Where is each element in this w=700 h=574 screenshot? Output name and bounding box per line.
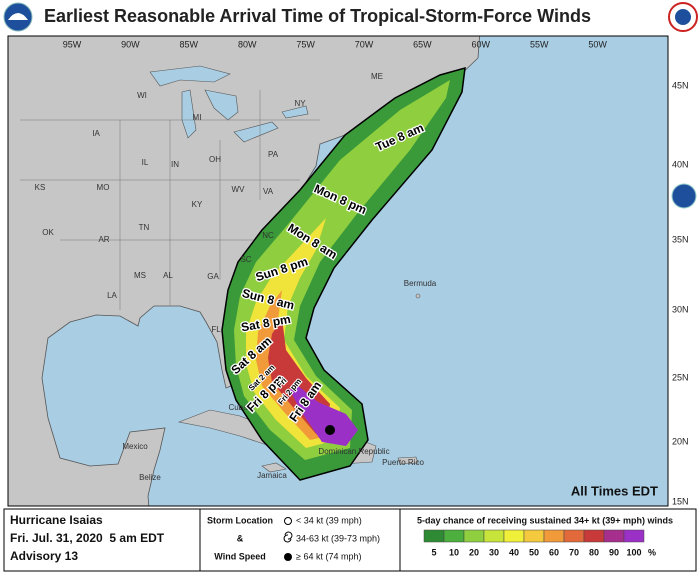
- colorbar-swatch: [583, 529, 605, 543]
- latitude-label: 20N: [672, 436, 689, 446]
- jamaica: [261, 462, 287, 473]
- place-label: Puerto Rico: [382, 458, 424, 467]
- place-label: OH: [209, 155, 221, 164]
- colorbar-swatch: [443, 529, 465, 543]
- time-note: All Times EDT: [571, 483, 658, 498]
- place-label: Jamaica: [257, 471, 287, 480]
- legend-title: &: [237, 533, 244, 543]
- advisory-number: Advisory 13: [10, 549, 78, 563]
- place-label: GA: [207, 272, 219, 281]
- longitude-label: 95W: [63, 39, 82, 49]
- colorbar-label: 70: [569, 547, 579, 557]
- longitude-label: 90W: [121, 39, 140, 49]
- colorbar-label: 100: [626, 547, 641, 557]
- place-label: NY: [294, 99, 306, 108]
- longitude-label: 65W: [413, 39, 432, 49]
- latitude-label: 45N: [672, 80, 689, 90]
- place-label: AL: [163, 271, 173, 280]
- place-label: IN: [171, 160, 179, 169]
- storm-name: Hurricane Isaias: [10, 513, 103, 527]
- place-label: FL: [211, 325, 221, 334]
- place-label: TN: [139, 223, 150, 232]
- nhc-logo: [671, 183, 697, 209]
- longitude-label: 75W: [296, 39, 315, 49]
- colorbar-label: 80: [589, 547, 599, 557]
- longitude-label: 55W: [530, 39, 549, 49]
- place-label: NC: [262, 231, 274, 240]
- probability-swath: [221, 66, 466, 481]
- colorbar-unit: %: [648, 547, 656, 557]
- legend-title: Storm Location: [207, 515, 273, 525]
- colorbar-swatch: [483, 529, 505, 543]
- place-label: MO: [97, 183, 110, 192]
- place-label: Mexico: [122, 442, 148, 451]
- place-label: Dominican Republic: [318, 447, 389, 456]
- bermuda: [415, 293, 421, 299]
- latitude-label: 35N: [672, 234, 689, 244]
- colorbar-swatch: [603, 529, 625, 543]
- footer: Hurricane Isaias Fri. Jul. 31, 2020 5 am…: [3, 508, 697, 572]
- great-lakes: [149, 65, 309, 143]
- place-label: OK: [42, 228, 54, 237]
- symbol-weak: [284, 517, 292, 525]
- legend-item: 34-63 kt (39-73 mph): [296, 533, 380, 543]
- colorbar-label: 60: [549, 547, 559, 557]
- storm-center: [325, 425, 335, 435]
- place-label: PA: [268, 150, 279, 159]
- colorbar-label: 5: [431, 547, 436, 557]
- colorbar-label: 10: [449, 547, 459, 557]
- place-label: LA: [107, 291, 117, 300]
- colorbar-swatch: [503, 529, 525, 543]
- colorbar-swatch: [463, 529, 485, 543]
- place-label: VA: [263, 187, 274, 196]
- colorbar-swatch: [523, 529, 545, 543]
- colorbar-swatch: [563, 529, 585, 543]
- advisory-date: Fri. Jul. 31, 2020 5 am EDT: [10, 531, 165, 545]
- place-label: SC: [240, 255, 251, 264]
- place-label: KY: [192, 200, 203, 209]
- colorbar-label: 30: [489, 547, 499, 557]
- longitude-label: 60W: [472, 39, 491, 49]
- latitude-label: 25N: [672, 372, 689, 382]
- place-label: Belize: [139, 473, 161, 482]
- colorbar-label: 40: [509, 547, 519, 557]
- title: Earliest Reasonable Arrival Time of Trop…: [44, 6, 591, 26]
- colorbar-swatch: [423, 529, 445, 543]
- colorbar-swatch: [543, 529, 565, 543]
- place-label: IL: [142, 158, 149, 167]
- noaa-logo: [3, 2, 33, 32]
- legend-item: ≥ 64 kt (74 mph): [296, 551, 361, 561]
- place-label: MI: [193, 113, 202, 122]
- place-label: MS: [134, 271, 146, 280]
- place-label: WI: [137, 91, 147, 100]
- state-borders: [20, 90, 320, 310]
- longitude-label: 85W: [180, 39, 199, 49]
- place-label: Bermuda: [404, 279, 437, 288]
- place-label: ME: [371, 72, 383, 81]
- latitude-label: 40N: [672, 159, 689, 169]
- latitude-label: 30N: [672, 304, 689, 314]
- place-label: WV: [232, 185, 246, 194]
- map-frame: [7, 35, 669, 507]
- place-label: IA: [92, 129, 100, 138]
- legend-title: Wind Speed: [214, 551, 265, 561]
- colorbar-label: 50: [529, 547, 539, 557]
- symbol-ts: [283, 531, 293, 543]
- latitude-label: 15N: [672, 496, 689, 506]
- puerto-rico: [397, 456, 419, 465]
- longitude-label: 70W: [355, 39, 374, 49]
- longitude-label: 80W: [238, 39, 257, 49]
- longitude-label: 50W: [588, 39, 607, 49]
- symbol-hurricane: [284, 553, 292, 561]
- colorbar-label: 20: [469, 547, 479, 557]
- colorbar-title: 5-day chance of receiving sustained 34+ …: [417, 515, 673, 525]
- place-label: KS: [35, 183, 46, 192]
- colorbar-swatch: [623, 529, 645, 543]
- legend-item: < 34 kt (39 mph): [296, 515, 362, 525]
- place-label: Cuba: [228, 403, 248, 412]
- nws-logo: [668, 2, 698, 32]
- colorbar-label: 90: [609, 547, 619, 557]
- place-label: AR: [98, 235, 109, 244]
